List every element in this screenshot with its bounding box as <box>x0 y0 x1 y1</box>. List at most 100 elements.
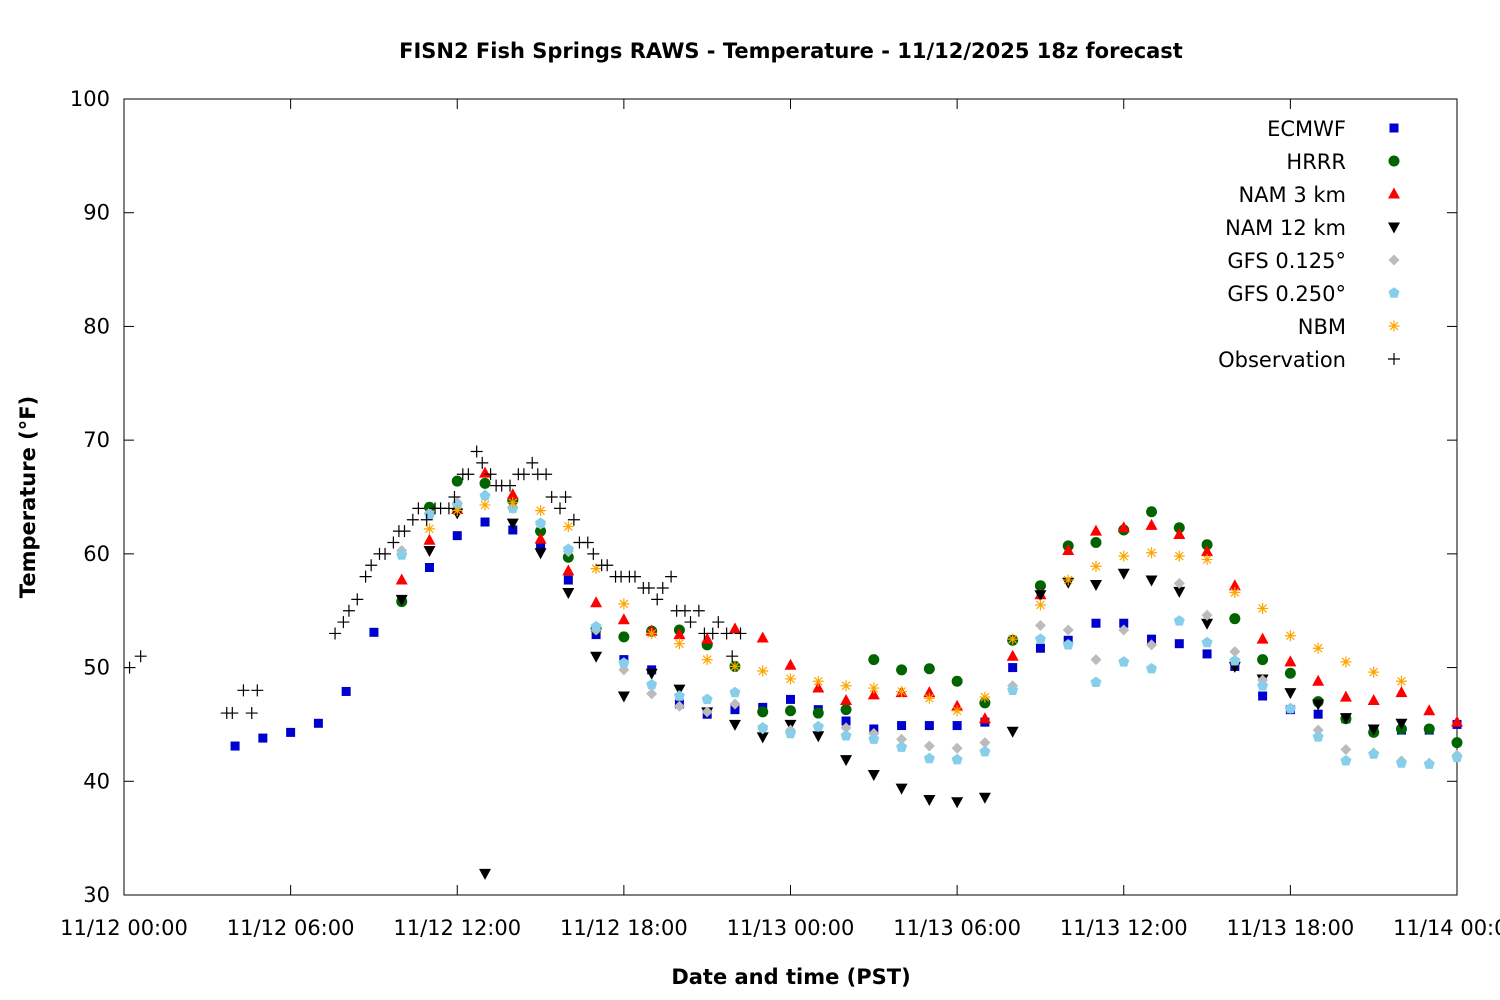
data-point <box>1146 506 1158 518</box>
legend-label: ECMWF <box>1267 117 1346 141</box>
data-point <box>673 638 685 650</box>
data-point <box>1451 751 1463 763</box>
data-point <box>1062 543 1075 555</box>
data-point <box>1284 630 1296 642</box>
data-point <box>1117 521 1130 533</box>
data-point <box>423 523 435 535</box>
data-point <box>1423 758 1435 769</box>
legend-item: Observation <box>1218 348 1400 372</box>
data-point <box>1201 545 1214 557</box>
data-point <box>337 616 350 629</box>
data-point <box>134 650 147 663</box>
data-point <box>1201 609 1213 621</box>
data-point <box>840 694 853 706</box>
data-point <box>535 505 547 517</box>
data-point <box>365 559 378 572</box>
data-point <box>562 564 575 576</box>
legend-label: GFS 0.125° <box>1227 249 1346 273</box>
legend-label: NAM 3 km <box>1238 183 1346 207</box>
data-point <box>720 627 733 640</box>
data-point <box>923 794 936 806</box>
legend-marker <box>1388 320 1400 332</box>
data-point <box>342 604 355 617</box>
y-tick-label: 40 <box>83 769 110 793</box>
y-tick-label: 50 <box>83 656 110 680</box>
data-point <box>1228 579 1241 591</box>
data-point <box>1202 649 1212 659</box>
data-point <box>645 668 658 680</box>
data-point <box>1007 633 1019 645</box>
data-point <box>951 797 964 809</box>
data-point <box>1118 624 1130 636</box>
data-point <box>895 783 908 795</box>
data-point <box>1340 656 1352 668</box>
data-point <box>540 468 553 481</box>
legend-marker <box>1388 222 1400 234</box>
chart-title: FISN2 Fish Springs RAWS - Temperature - … <box>399 39 1183 63</box>
data-point <box>1423 723 1435 735</box>
legend-marker <box>1388 287 1400 298</box>
legend-marker <box>1388 254 1400 266</box>
data-point <box>1395 675 1407 687</box>
data-point <box>868 682 880 694</box>
legend-item: NBM <box>1298 315 1400 339</box>
data-point <box>1146 662 1158 674</box>
legend-label: HRRR <box>1286 150 1346 174</box>
data-point <box>840 722 852 734</box>
data-point <box>123 661 136 674</box>
data-point <box>420 513 433 526</box>
data-point <box>979 691 991 703</box>
data-point <box>395 594 408 606</box>
data-point <box>646 678 658 690</box>
data-point <box>1090 560 1102 572</box>
data-point <box>1229 587 1241 599</box>
data-point <box>673 690 685 701</box>
data-point <box>1034 619 1046 631</box>
data-point <box>1090 654 1102 666</box>
data-point <box>673 684 686 696</box>
data-point <box>1201 539 1213 551</box>
x-axis-label: Date and time (PST) <box>671 965 910 989</box>
legend-item: GFS 0.250° <box>1227 282 1400 306</box>
data-point <box>923 686 936 698</box>
data-point <box>673 628 686 640</box>
data-point <box>476 456 489 469</box>
data-point <box>1007 684 1019 696</box>
data-point <box>1201 636 1213 648</box>
data-point <box>423 501 435 513</box>
data-point <box>867 688 880 700</box>
data-point <box>1146 547 1158 559</box>
data-point <box>479 868 492 880</box>
data-point <box>1173 615 1185 626</box>
data-point <box>730 705 740 715</box>
data-point <box>757 706 769 718</box>
legend-item: HRRR <box>1286 150 1400 174</box>
series-observation <box>123 445 747 720</box>
data-point <box>534 532 547 544</box>
data-point <box>867 769 880 781</box>
data-point <box>729 686 741 698</box>
data-point <box>923 692 935 704</box>
data-point <box>412 502 425 515</box>
data-point <box>526 456 539 469</box>
data-point <box>784 658 797 670</box>
data-point <box>545 491 558 503</box>
data-point <box>1451 737 1463 749</box>
y-tick-label: 100 <box>70 87 110 111</box>
data-point <box>1173 586 1186 598</box>
data-point <box>451 505 463 517</box>
data-point <box>1368 748 1380 759</box>
data-point <box>245 707 258 720</box>
data-point <box>1395 686 1408 698</box>
data-point <box>480 517 490 527</box>
data-point <box>424 563 434 573</box>
data-point <box>398 525 411 538</box>
data-point <box>1145 518 1158 530</box>
data-point <box>1312 674 1325 686</box>
data-point <box>951 705 963 717</box>
data-point <box>341 686 351 696</box>
legend-item: GFS 0.125° <box>1227 249 1400 273</box>
data-point <box>1118 550 1130 562</box>
data-point <box>786 694 795 704</box>
data-point <box>665 570 678 583</box>
